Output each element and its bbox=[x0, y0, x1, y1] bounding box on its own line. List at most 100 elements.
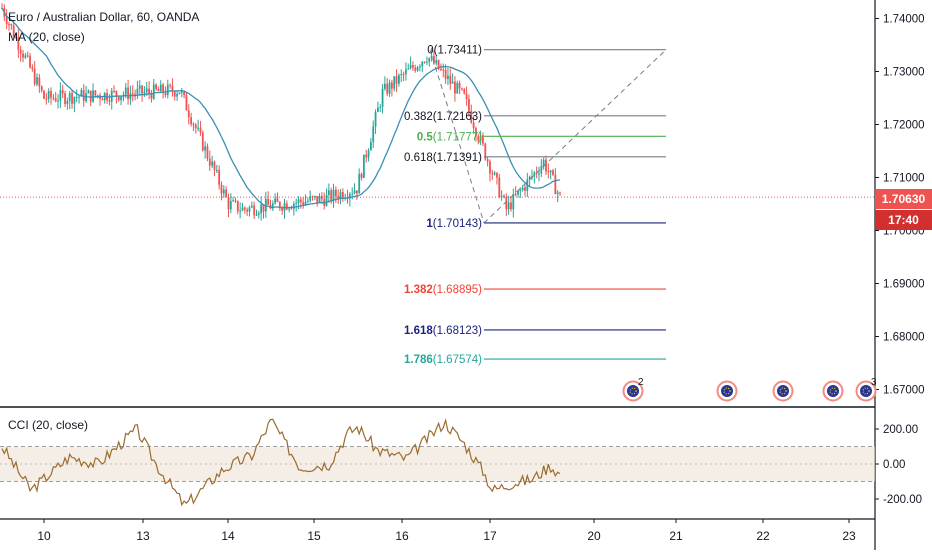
time-tick-label: 23 bbox=[842, 529, 856, 543]
candle-body bbox=[355, 190, 358, 194]
candle-body bbox=[150, 93, 153, 99]
candle-body bbox=[253, 205, 256, 216]
candle-body bbox=[26, 55, 29, 57]
ma-line bbox=[1, 7, 561, 209]
candle-body bbox=[31, 67, 34, 69]
candle-body bbox=[15, 36, 17, 38]
candle-body bbox=[201, 132, 204, 151]
candle-body bbox=[115, 90, 118, 97]
candle-body bbox=[117, 96, 120, 101]
candle-body bbox=[157, 89, 160, 92]
candle-body bbox=[255, 214, 258, 216]
event-marker-flag bbox=[721, 385, 733, 397]
candle-body bbox=[559, 192, 561, 194]
candle-body bbox=[554, 174, 557, 195]
candle-body bbox=[496, 172, 498, 178]
candle-body bbox=[416, 67, 419, 71]
candle-body bbox=[456, 82, 459, 94]
candle-body bbox=[29, 55, 31, 68]
candle-body bbox=[152, 84, 155, 99]
candle-body bbox=[524, 187, 526, 191]
candle-body bbox=[120, 96, 122, 101]
candle-body bbox=[52, 97, 55, 99]
candle-body bbox=[87, 90, 90, 94]
candle-body bbox=[40, 86, 43, 91]
candle-body bbox=[339, 192, 342, 200]
candle-body bbox=[454, 81, 456, 94]
time-tick-label: 15 bbox=[307, 529, 321, 543]
candle-body bbox=[309, 196, 312, 201]
candle-body bbox=[519, 190, 522, 192]
candle-body bbox=[400, 74, 403, 76]
fib-trend-leg bbox=[483, 49, 667, 224]
candle-body bbox=[250, 205, 253, 208]
candle-body bbox=[50, 90, 52, 98]
candle-body bbox=[262, 204, 265, 212]
candle-body bbox=[215, 170, 218, 172]
candle-body bbox=[545, 159, 547, 172]
candle-body bbox=[388, 82, 391, 94]
candle-body bbox=[318, 195, 321, 203]
candle-body bbox=[442, 69, 445, 71]
candle-body bbox=[468, 99, 470, 111]
candle-body bbox=[236, 200, 239, 212]
candle-body bbox=[484, 143, 487, 160]
fib-level-label: 0.382(1.72163) bbox=[404, 111, 482, 123]
candle-body bbox=[449, 75, 452, 84]
candle-body bbox=[372, 126, 375, 143]
candle-body bbox=[325, 194, 328, 206]
candle-body bbox=[379, 106, 382, 108]
event-marker-flag bbox=[827, 385, 839, 397]
candle-body bbox=[129, 93, 132, 100]
candle-body bbox=[381, 88, 384, 107]
event-marker-stars bbox=[629, 387, 637, 395]
candle-body bbox=[257, 213, 260, 215]
candle-body bbox=[430, 55, 433, 59]
price-tick-label: 1.67000 bbox=[883, 385, 925, 397]
cci-line bbox=[1, 417, 561, 507]
candle-body bbox=[433, 55, 435, 64]
candle-body bbox=[414, 67, 417, 71]
candle-body bbox=[348, 194, 351, 199]
candle-body bbox=[141, 85, 143, 94]
candle-body bbox=[421, 61, 424, 67]
candle-body bbox=[267, 198, 270, 205]
candle-body bbox=[234, 200, 237, 202]
candle-body bbox=[423, 61, 426, 63]
candle-body bbox=[440, 69, 442, 71]
candle-body bbox=[383, 83, 386, 89]
candle-body bbox=[393, 76, 396, 89]
event-marker-flag bbox=[860, 385, 872, 397]
candle-body bbox=[376, 107, 379, 113]
candle-body bbox=[211, 161, 214, 166]
candle-body bbox=[332, 189, 335, 201]
candle-body bbox=[402, 74, 405, 76]
candle-body bbox=[113, 90, 115, 92]
candle-body bbox=[145, 88, 148, 92]
candle-body bbox=[327, 190, 330, 195]
candle-body bbox=[96, 95, 99, 97]
candle-body bbox=[24, 55, 27, 58]
fib-level-label: 1(1.70143) bbox=[426, 218, 482, 230]
time-tick-label: 13 bbox=[136, 529, 150, 543]
candle-body bbox=[66, 100, 69, 104]
candle-body bbox=[538, 173, 540, 175]
candle-body bbox=[38, 77, 41, 87]
candle-body bbox=[299, 199, 302, 203]
candle-body bbox=[500, 195, 503, 198]
ma-legend: MA (20, close) bbox=[8, 30, 85, 44]
candle-body bbox=[274, 198, 277, 204]
candle-body bbox=[297, 199, 300, 203]
candle-body bbox=[341, 192, 344, 199]
candle-body bbox=[232, 200, 235, 202]
candle-body bbox=[486, 159, 489, 162]
candle-body bbox=[533, 172, 536, 177]
candle-body bbox=[78, 96, 80, 98]
candle-body bbox=[17, 37, 20, 50]
candle-body bbox=[409, 65, 412, 69]
candle-body bbox=[12, 25, 15, 37]
candle-body bbox=[138, 85, 141, 89]
candle-body bbox=[59, 90, 62, 101]
